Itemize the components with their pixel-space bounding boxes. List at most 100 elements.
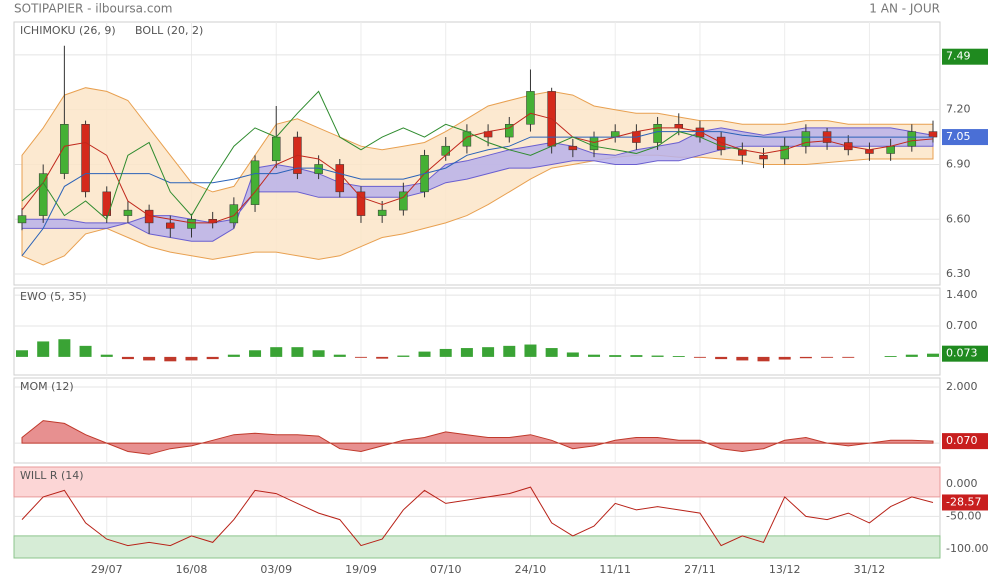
kijun-line xyxy=(21,131,933,257)
candle-body xyxy=(801,131,811,147)
ewo-bar xyxy=(630,355,643,357)
candle-body xyxy=(674,124,684,129)
candle-body xyxy=(250,160,260,205)
y-tick-label: 0.000 xyxy=(946,477,978,490)
ewo-bar xyxy=(778,356,791,360)
ewo-bar xyxy=(397,355,410,357)
ewo-bar xyxy=(905,354,918,357)
x-tick-label: 13/12 xyxy=(769,563,801,576)
candle-body xyxy=(759,155,768,160)
candle-body xyxy=(166,222,175,229)
last-value-box xyxy=(942,48,988,65)
ewo-bar xyxy=(927,353,939,357)
candle-body xyxy=(38,173,48,216)
panel-title: EWO (5, 35) xyxy=(20,290,87,303)
candle-body xyxy=(81,124,90,193)
y-tick-label: 2.000 xyxy=(946,380,978,393)
momentum-area xyxy=(21,420,934,455)
candle-body xyxy=(928,131,938,138)
candle-body xyxy=(399,191,408,211)
ewo-bar xyxy=(693,356,706,358)
ewo-bar xyxy=(439,348,452,357)
ewo-bar xyxy=(227,354,240,357)
candle-body xyxy=(229,204,239,224)
y-tick-label: -50.00 xyxy=(946,509,981,522)
candle-body xyxy=(102,191,111,216)
ewo-bar xyxy=(79,345,92,357)
ewo-bar xyxy=(482,347,495,357)
ewo-bar xyxy=(249,350,262,357)
ewo-bar xyxy=(609,355,622,357)
candle-body xyxy=(187,219,196,229)
period[interactable]: 1 AN - JOUR xyxy=(869,2,940,16)
candle-body xyxy=(17,215,27,224)
ewo-bar xyxy=(757,356,770,362)
x-tick-label: 16/08 xyxy=(176,563,208,576)
ewo-bar xyxy=(799,356,812,359)
ewo-bar xyxy=(715,356,728,360)
y-tick-label: 6.90 xyxy=(946,157,971,170)
ewo-bar xyxy=(164,356,177,362)
candle-body xyxy=(653,124,662,143)
x-tick-label: 31/12 xyxy=(854,563,886,576)
x-tick-label: 07/10 xyxy=(430,563,462,576)
candle-body xyxy=(886,145,895,154)
ewo-bar xyxy=(736,356,749,361)
y-tick-label: 6.60 xyxy=(946,212,971,225)
ewo-bar xyxy=(884,356,897,357)
ewo-bar xyxy=(460,348,473,357)
candle-body xyxy=(865,149,874,154)
ewo-bar xyxy=(354,356,367,358)
candle-body xyxy=(123,209,133,216)
tenkan-line xyxy=(21,112,934,224)
candle-body xyxy=(568,145,578,151)
y-tick-label: 0.700 xyxy=(946,319,978,332)
last-value-box xyxy=(942,345,988,362)
x-tick-label: 27/11 xyxy=(684,563,716,576)
ewo-bar xyxy=(418,351,431,357)
overbought-zone xyxy=(13,466,941,498)
ewo-bar xyxy=(588,354,601,357)
x-tick-label: 29/07 xyxy=(91,563,123,576)
candle-body xyxy=(907,131,917,147)
ewo-bar xyxy=(291,347,304,357)
ewo-bar xyxy=(121,356,134,360)
page-title: SOTIPAPIER - ilboursa.com xyxy=(14,2,172,16)
candle-body xyxy=(526,91,535,125)
ewo-bar xyxy=(37,341,50,357)
ewo-bar xyxy=(100,354,113,357)
ewo-bar xyxy=(821,356,834,358)
candle-body xyxy=(377,209,387,216)
last-value-box xyxy=(942,129,988,146)
ewo-bar xyxy=(545,348,558,357)
ewo-bar xyxy=(333,354,346,357)
williams-line xyxy=(21,486,934,547)
indicator-legend: BOLL (20, 2) xyxy=(135,24,203,37)
ewo-bar xyxy=(672,356,685,357)
panel-title: MOM (12) xyxy=(20,380,74,393)
ewo-bar xyxy=(16,350,28,357)
oversold-zone xyxy=(13,535,941,559)
last-value-label: -28.57 xyxy=(946,495,981,508)
y-tick-label: 7.20 xyxy=(946,103,971,116)
candle-body xyxy=(271,136,281,162)
x-tick-label: 19/09 xyxy=(345,563,377,576)
y-tick-label: 6.30 xyxy=(946,267,971,280)
candle-body xyxy=(441,145,450,156)
ewo-bar xyxy=(376,356,389,359)
ewo-bar xyxy=(566,352,579,357)
ewo-bar xyxy=(503,345,516,357)
ewo-bar xyxy=(143,356,156,361)
ewo-bar xyxy=(206,356,219,360)
x-tick-label: 11/11 xyxy=(599,563,631,576)
panel-frame xyxy=(13,287,941,376)
candle-body xyxy=(60,124,69,174)
ewo-bar xyxy=(185,356,198,361)
y-tick-label: 1.400 xyxy=(946,288,978,301)
last-value-label: 7.05 xyxy=(946,130,971,143)
ewo-bar xyxy=(58,339,71,357)
last-value-label: 0.070 xyxy=(946,434,978,447)
ewo-bar xyxy=(651,355,664,357)
candle-body xyxy=(335,164,345,193)
chikou-line xyxy=(21,90,743,221)
